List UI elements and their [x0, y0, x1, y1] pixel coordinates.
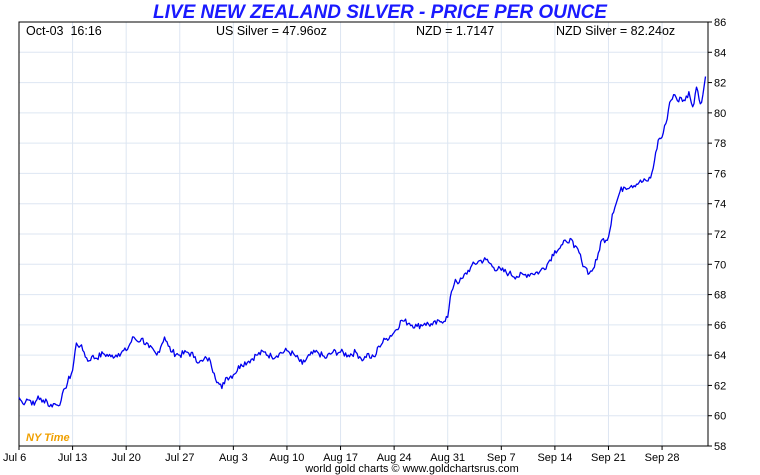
- y-tick-label: 86: [714, 17, 726, 29]
- y-tick-label: 84: [714, 47, 726, 59]
- y-tick-label: 78: [714, 138, 726, 150]
- x-axis-ticks: Jul 6 Jul 13 Jul 20 Jul 27 Aug 3 Aug 10 Aug 17…: [3, 446, 680, 464]
- x-tick-label: Sep 7: [487, 452, 516, 464]
- x-tick-label: Jul 13: [58, 452, 87, 464]
- y-tick-label: 64: [714, 350, 726, 362]
- x-tick-label: Sep 14: [537, 452, 572, 464]
- y-tick-label: 72: [714, 229, 726, 241]
- series-line-nzd-silver: [18, 76, 707, 408]
- y-tick-label: 70: [714, 259, 726, 271]
- x-tick-label: Jul 6: [3, 452, 26, 464]
- x-tick-label: Aug 10: [270, 452, 305, 464]
- footer-credit: world gold charts © www.goldchartsrus.co…: [304, 463, 519, 475]
- x-tick-label: Sep 21: [591, 452, 626, 464]
- y-tick-label: 82: [714, 78, 726, 90]
- x-tick-label: Aug 17: [323, 452, 358, 464]
- date-time-label: Oct-03 16:16: [26, 24, 102, 38]
- y-tick-label: 62: [714, 380, 726, 392]
- y-tick-label: 80: [714, 108, 726, 120]
- nzd-silver-label: NZD Silver = 82.24oz: [556, 24, 675, 38]
- us-silver-label: US Silver = 47.96oz: [216, 24, 327, 38]
- x-tick-label: Aug 31: [430, 452, 465, 464]
- timezone-label: NY Time: [26, 432, 70, 444]
- y-tick-label: 74: [714, 199, 726, 211]
- y-tick-label: 76: [714, 168, 726, 180]
- y-tick-label: 58: [714, 441, 726, 453]
- x-tick-label: Aug 3: [219, 452, 248, 464]
- y-tick-label: 68: [714, 290, 726, 302]
- nzd-rate-label: NZD = 1.7147: [416, 24, 494, 38]
- x-tick-label: Sep 28: [645, 452, 680, 464]
- y-tick-label: 66: [714, 320, 726, 332]
- x-tick-label: Aug 24: [377, 452, 412, 464]
- chart-title: LIVE NEW ZEALAND SILVER - PRICE PER OUNC…: [153, 2, 607, 23]
- y-axis-ticks: 58 60 62 64 66 68 70 72 74 76 78 80 82 84 86: [708, 17, 726, 453]
- x-tick-label: Jul 27: [165, 452, 194, 464]
- y-tick-label: 60: [714, 411, 726, 423]
- x-tick-label: Jul 20: [111, 452, 140, 464]
